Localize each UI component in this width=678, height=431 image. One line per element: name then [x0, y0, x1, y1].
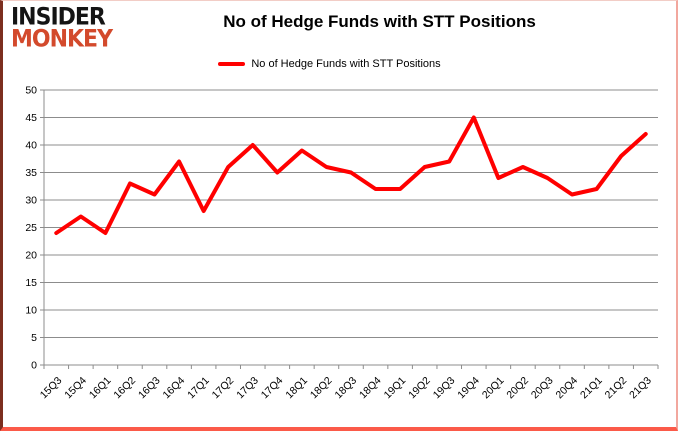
y-tick-label: 30	[25, 195, 37, 207]
x-tick-label: 20Q2	[504, 375, 531, 402]
x-tick-label: 18Q3	[332, 375, 359, 402]
y-tick-label: 45	[25, 112, 37, 124]
x-tick-label: 17Q1	[185, 375, 212, 402]
x-tick-label: 20Q4	[554, 375, 581, 402]
x-tick-label: 17Q3	[234, 375, 261, 402]
y-tick-label: 25	[25, 222, 37, 234]
y-tick-label: 50	[25, 85, 37, 97]
chart-title: No of Hedge Funds with STT Positions	[223, 12, 536, 31]
x-tick-label: 17Q2	[210, 375, 237, 402]
x-tick-label: 17Q4	[259, 375, 286, 402]
x-tick-label: 19Q1	[382, 375, 409, 402]
y-tick-label: 5	[31, 332, 37, 344]
y-tick-label: 20	[25, 250, 37, 262]
y-tick-label: 0	[31, 360, 37, 372]
insider-monkey-logo: INSIDER MONKEY	[11, 3, 113, 53]
y-tick-label: 40	[25, 140, 37, 152]
x-tick-label: 15Q4	[62, 375, 89, 402]
y-tick-label: 35	[25, 167, 37, 179]
x-tick-label: 21Q2	[603, 375, 630, 402]
legend-label: No of Hedge Funds with STT Positions	[251, 58, 441, 70]
y-tick-label: 15	[25, 277, 37, 289]
line-chart-plot: 0 5 10 15 20 25 30 35 40 45 50 15Q315Q416Q116Q216Q3…	[25, 85, 659, 402]
x-tick-label: 16Q1	[87, 375, 114, 402]
x-tick-label: 18Q2	[308, 375, 335, 402]
series-line-stt	[54, 115, 648, 235]
x-tick-label: 16Q3	[136, 375, 163, 402]
y-tick-label: 10	[25, 305, 37, 317]
x-tick-label: 15Q3	[38, 375, 65, 402]
x-tick-label: 16Q4	[161, 375, 188, 402]
logo-text-monkey: MONKEY	[11, 25, 113, 53]
x-tick-label: 16Q2	[111, 375, 138, 402]
x-tick-label: 18Q1	[283, 375, 310, 402]
x-tick-label: 19Q3	[431, 375, 458, 402]
x-tick-label: 18Q4	[357, 375, 384, 402]
x-tick-label: 19Q2	[406, 375, 433, 402]
legend-line-swatch	[218, 62, 246, 66]
x-tick-label: 20Q3	[529, 375, 556, 402]
x-tick-label: 21Q3	[627, 375, 654, 402]
x-tick-label: 20Q1	[480, 375, 507, 402]
logo-text-insider: INSIDER	[11, 3, 106, 31]
legend: No of Hedge Funds with STT Positions	[3, 58, 656, 70]
x-tick-label: 19Q4	[455, 375, 482, 402]
x-tick-label: 21Q1	[578, 375, 605, 402]
